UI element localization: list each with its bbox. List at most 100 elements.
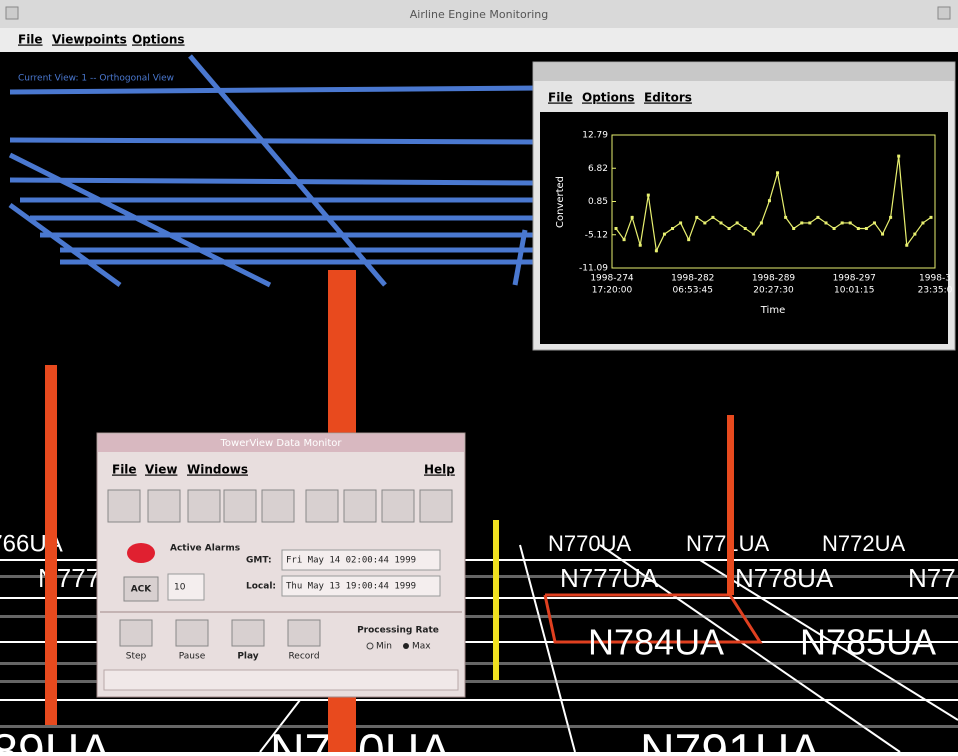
menu-item[interactable]: Options	[132, 33, 185, 47]
data-point	[913, 232, 917, 236]
ack-button[interactable]	[123, 576, 159, 602]
tool-button[interactable]	[147, 489, 181, 523]
data-point	[695, 215, 699, 219]
rate-label: Processing Rate	[357, 626, 439, 636]
data-point	[921, 221, 925, 225]
tail-number[interactable]: N790UA	[270, 726, 451, 756]
window-menu-button[interactable]	[5, 6, 19, 20]
local-label: Local:	[246, 582, 276, 592]
data-point	[856, 227, 860, 231]
data-point	[848, 221, 852, 225]
menu-item[interactable]: Editors	[644, 91, 692, 105]
tail-number[interactable]: N784UA	[588, 622, 724, 663]
data-point	[719, 221, 723, 225]
rate-radio[interactable]	[403, 643, 409, 649]
gmt-field	[281, 549, 441, 571]
data-point	[654, 249, 658, 253]
data-line	[615, 156, 932, 253]
x-tick-label: 17:20:00	[592, 286, 633, 296]
selected-cell	[543, 593, 763, 644]
x-axis-label: Time	[760, 305, 785, 316]
x-tick-label: 23:35:0	[918, 286, 953, 296]
window-title: TowerView Data Monitor	[220, 438, 343, 449]
control-label: Record	[288, 652, 319, 662]
data-point	[792, 227, 796, 231]
rate-option: Min	[376, 642, 392, 652]
x-tick-label: 1998-274	[590, 274, 634, 284]
tail-number[interactable]: N77	[908, 563, 956, 593]
control-label: Pause	[179, 652, 206, 662]
menu-item[interactable]: View	[145, 463, 177, 477]
y-tick-label: 0.85	[588, 197, 608, 207]
menu-bar	[0, 28, 958, 52]
menu-item[interactable]: Options	[582, 91, 635, 105]
data-point	[784, 215, 788, 219]
close-button[interactable]	[937, 6, 951, 20]
rate-radio[interactable]	[366, 642, 374, 650]
alarm-label: Active Alarms	[170, 544, 240, 554]
plot-window: File Options Editors Converted Time 12.7…	[532, 61, 956, 351]
menu-item[interactable]: Help	[424, 463, 455, 477]
control-label: Play	[237, 652, 258, 662]
data-point	[832, 227, 836, 231]
x-tick-label: 1998-282	[671, 274, 714, 284]
control-button[interactable]	[231, 619, 265, 647]
data-point	[929, 215, 933, 219]
tool-button[interactable]	[305, 489, 339, 523]
y-tick-label: 12.79	[582, 131, 608, 141]
data-point	[759, 221, 763, 225]
data-point	[687, 238, 691, 242]
data-point	[808, 221, 812, 225]
data-point	[622, 238, 626, 242]
engine-tower[interactable]	[45, 365, 57, 725]
data-point	[703, 221, 707, 225]
data-point	[751, 232, 755, 236]
control-button[interactable]	[175, 619, 209, 647]
ceiling-grid	[8, 54, 541, 288]
view-label: Current View: 1 -- Orthogonal View	[18, 74, 174, 84]
menu-item[interactable]: File	[548, 91, 573, 105]
control-button[interactable]	[287, 619, 321, 647]
status-bar	[103, 669, 459, 691]
y-tick-label: 6.82	[588, 164, 608, 174]
tool-button[interactable]	[107, 489, 141, 523]
tail-number[interactable]: N785UA	[800, 622, 936, 663]
tail-number[interactable]: N789UA	[0, 726, 111, 756]
tail-number[interactable]: N777UA	[560, 563, 659, 593]
engine-tower[interactable]	[727, 415, 734, 595]
tail-number[interactable]: N770UA	[548, 531, 631, 556]
title-bar	[0, 0, 958, 28]
tool-button[interactable]	[223, 489, 257, 523]
window-title: Airline Engine Monitoring	[410, 8, 548, 21]
local-field	[281, 575, 441, 597]
data-point	[671, 227, 675, 231]
data-point	[872, 221, 876, 225]
tail-number[interactable]: N778UA	[735, 563, 834, 593]
tail-number[interactable]: N791UA	[640, 726, 821, 756]
floor-dots	[0, 575, 958, 728]
tool-button[interactable]	[419, 489, 453, 523]
data-point	[840, 221, 844, 225]
menu-item[interactable]: File	[112, 463, 137, 477]
tool-button[interactable]	[381, 489, 415, 523]
menu-item[interactable]: Viewpoints	[52, 33, 127, 47]
y-axis-label: Converted	[555, 176, 566, 228]
tool-button[interactable]	[187, 489, 221, 523]
engine-tower[interactable]	[493, 520, 499, 680]
menu-item[interactable]: File	[18, 33, 43, 47]
data-point	[646, 193, 650, 197]
menu-item[interactable]: Windows	[187, 463, 248, 477]
tool-button[interactable]	[343, 489, 377, 523]
alarm-indicator	[127, 543, 155, 563]
data-point	[735, 221, 739, 225]
tool-button[interactable]	[261, 489, 295, 523]
data-point	[711, 215, 715, 219]
x-tick-label: 1998-297	[833, 274, 876, 284]
data-point	[905, 243, 909, 247]
data-point	[662, 232, 666, 236]
tail-number[interactable]: N772UA	[822, 531, 905, 556]
control-button[interactable]	[119, 619, 153, 647]
data-point	[614, 227, 618, 231]
toolbar	[107, 489, 453, 523]
y-tick-label: -5.12	[585, 230, 608, 240]
